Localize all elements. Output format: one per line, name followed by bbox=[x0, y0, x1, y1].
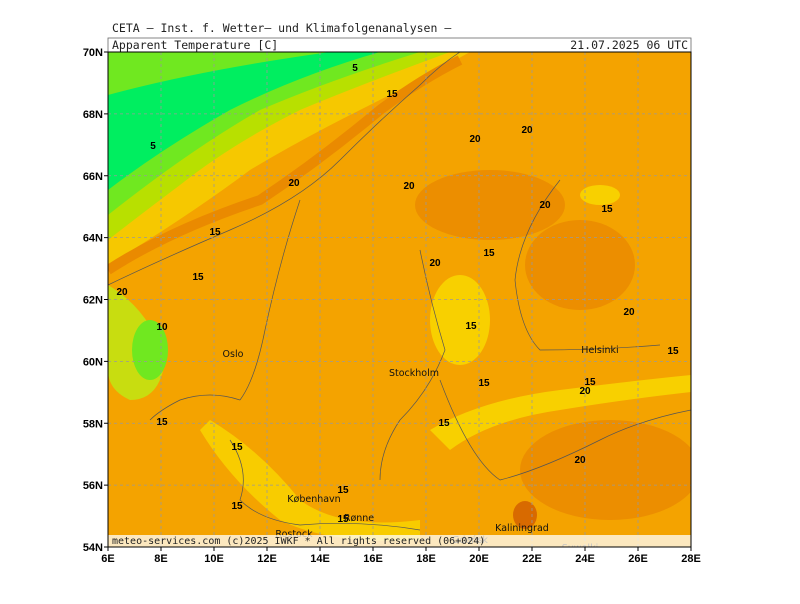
contour-label: 15 bbox=[192, 272, 204, 283]
lon-label: 18E bbox=[416, 553, 436, 565]
contour-label: 15 bbox=[386, 89, 398, 100]
header-title: CETA — Inst. f. Wetter— und Klimafolgena… bbox=[112, 21, 451, 35]
valid-time: 21.07.2025 06 UTC bbox=[570, 38, 688, 52]
city-label: Rønne bbox=[344, 513, 374, 524]
footer-credit: meteo-services.com (c)2025 IWKF * All ri… bbox=[112, 536, 485, 547]
contour-label: 15 bbox=[483, 248, 495, 259]
field-coast-band bbox=[108, 55, 463, 275]
lon-label: 6E bbox=[101, 553, 114, 565]
lon-label: 12E bbox=[257, 553, 277, 565]
contour-label: 5 bbox=[150, 141, 156, 152]
contour-label: 15 bbox=[337, 485, 349, 496]
field-yellow-patch bbox=[580, 185, 620, 205]
contour-label: 15 bbox=[209, 227, 221, 238]
lat-label: 56N bbox=[83, 480, 103, 492]
field-yellow-band bbox=[200, 420, 420, 541]
lat-label: 54N bbox=[83, 542, 103, 554]
lat-label: 66N bbox=[83, 171, 103, 183]
contour-label: 15 bbox=[465, 321, 477, 332]
graticule bbox=[108, 52, 691, 547]
field-dark bbox=[415, 170, 565, 240]
contour-label: 15 bbox=[584, 377, 596, 388]
contour-label: 20 bbox=[521, 125, 533, 136]
contour-label: 15 bbox=[337, 514, 349, 525]
coastlines bbox=[108, 52, 691, 531]
field-yellow-sea bbox=[430, 275, 490, 365]
lat-label: 58N bbox=[83, 418, 103, 430]
contour-label: 20 bbox=[539, 200, 551, 211]
lon-label: 8E bbox=[154, 553, 167, 565]
footer-band bbox=[108, 535, 691, 547]
lat-label: 68N bbox=[83, 109, 103, 121]
contour-label: 15 bbox=[667, 346, 679, 357]
field-darkest bbox=[513, 501, 537, 529]
contour-label: 10 bbox=[156, 322, 168, 333]
lat-label: 60N bbox=[83, 356, 103, 368]
contour-label: 20 bbox=[403, 181, 415, 192]
lon-label: 26E bbox=[628, 553, 648, 565]
variable-name: Apparent_Temperature_[C] bbox=[112, 38, 278, 52]
contour-label: 15 bbox=[478, 378, 490, 389]
field-dark bbox=[525, 220, 635, 310]
city-label: Stockholm bbox=[389, 368, 439, 379]
lon-label: 14E bbox=[310, 553, 330, 565]
field-dark bbox=[520, 420, 691, 520]
contour-label: 5 bbox=[352, 63, 358, 74]
field-brightgreen bbox=[108, 52, 380, 190]
lon-label: 24E bbox=[575, 553, 595, 565]
contour-label: 15 bbox=[438, 418, 450, 429]
lat-label: 70N bbox=[83, 47, 103, 59]
lat-label: 62N bbox=[83, 295, 103, 307]
contour-label: 20 bbox=[288, 178, 300, 189]
contour-label: 20 bbox=[429, 258, 441, 269]
field-green-south bbox=[132, 320, 168, 380]
contour-label: 20 bbox=[574, 455, 586, 466]
city-label: Helsinki bbox=[581, 345, 618, 356]
lon-label: 28E bbox=[681, 553, 701, 565]
contour-label: 15 bbox=[156, 417, 168, 428]
contour-label: 15 bbox=[231, 501, 243, 512]
contour-label: 15 bbox=[601, 204, 613, 215]
contour-label: 20 bbox=[469, 134, 481, 145]
city-label: København bbox=[287, 494, 340, 505]
city-label: Rostock bbox=[275, 529, 313, 540]
field-yellow-band bbox=[430, 375, 691, 450]
contour-label: 15 bbox=[231, 442, 243, 453]
city-label: Oslo bbox=[223, 349, 244, 360]
lat-label: 64N bbox=[83, 233, 103, 245]
contour-label: 20 bbox=[579, 386, 591, 397]
lon-label: 16E bbox=[363, 553, 383, 565]
lon-label: 10E bbox=[204, 553, 224, 565]
lon-label: 20E bbox=[469, 553, 489, 565]
contour-label: 20 bbox=[116, 287, 128, 298]
lon-label: 22E bbox=[522, 553, 542, 565]
contour-label: 20 bbox=[623, 307, 635, 318]
city-label: Kaliningrad bbox=[495, 523, 549, 534]
